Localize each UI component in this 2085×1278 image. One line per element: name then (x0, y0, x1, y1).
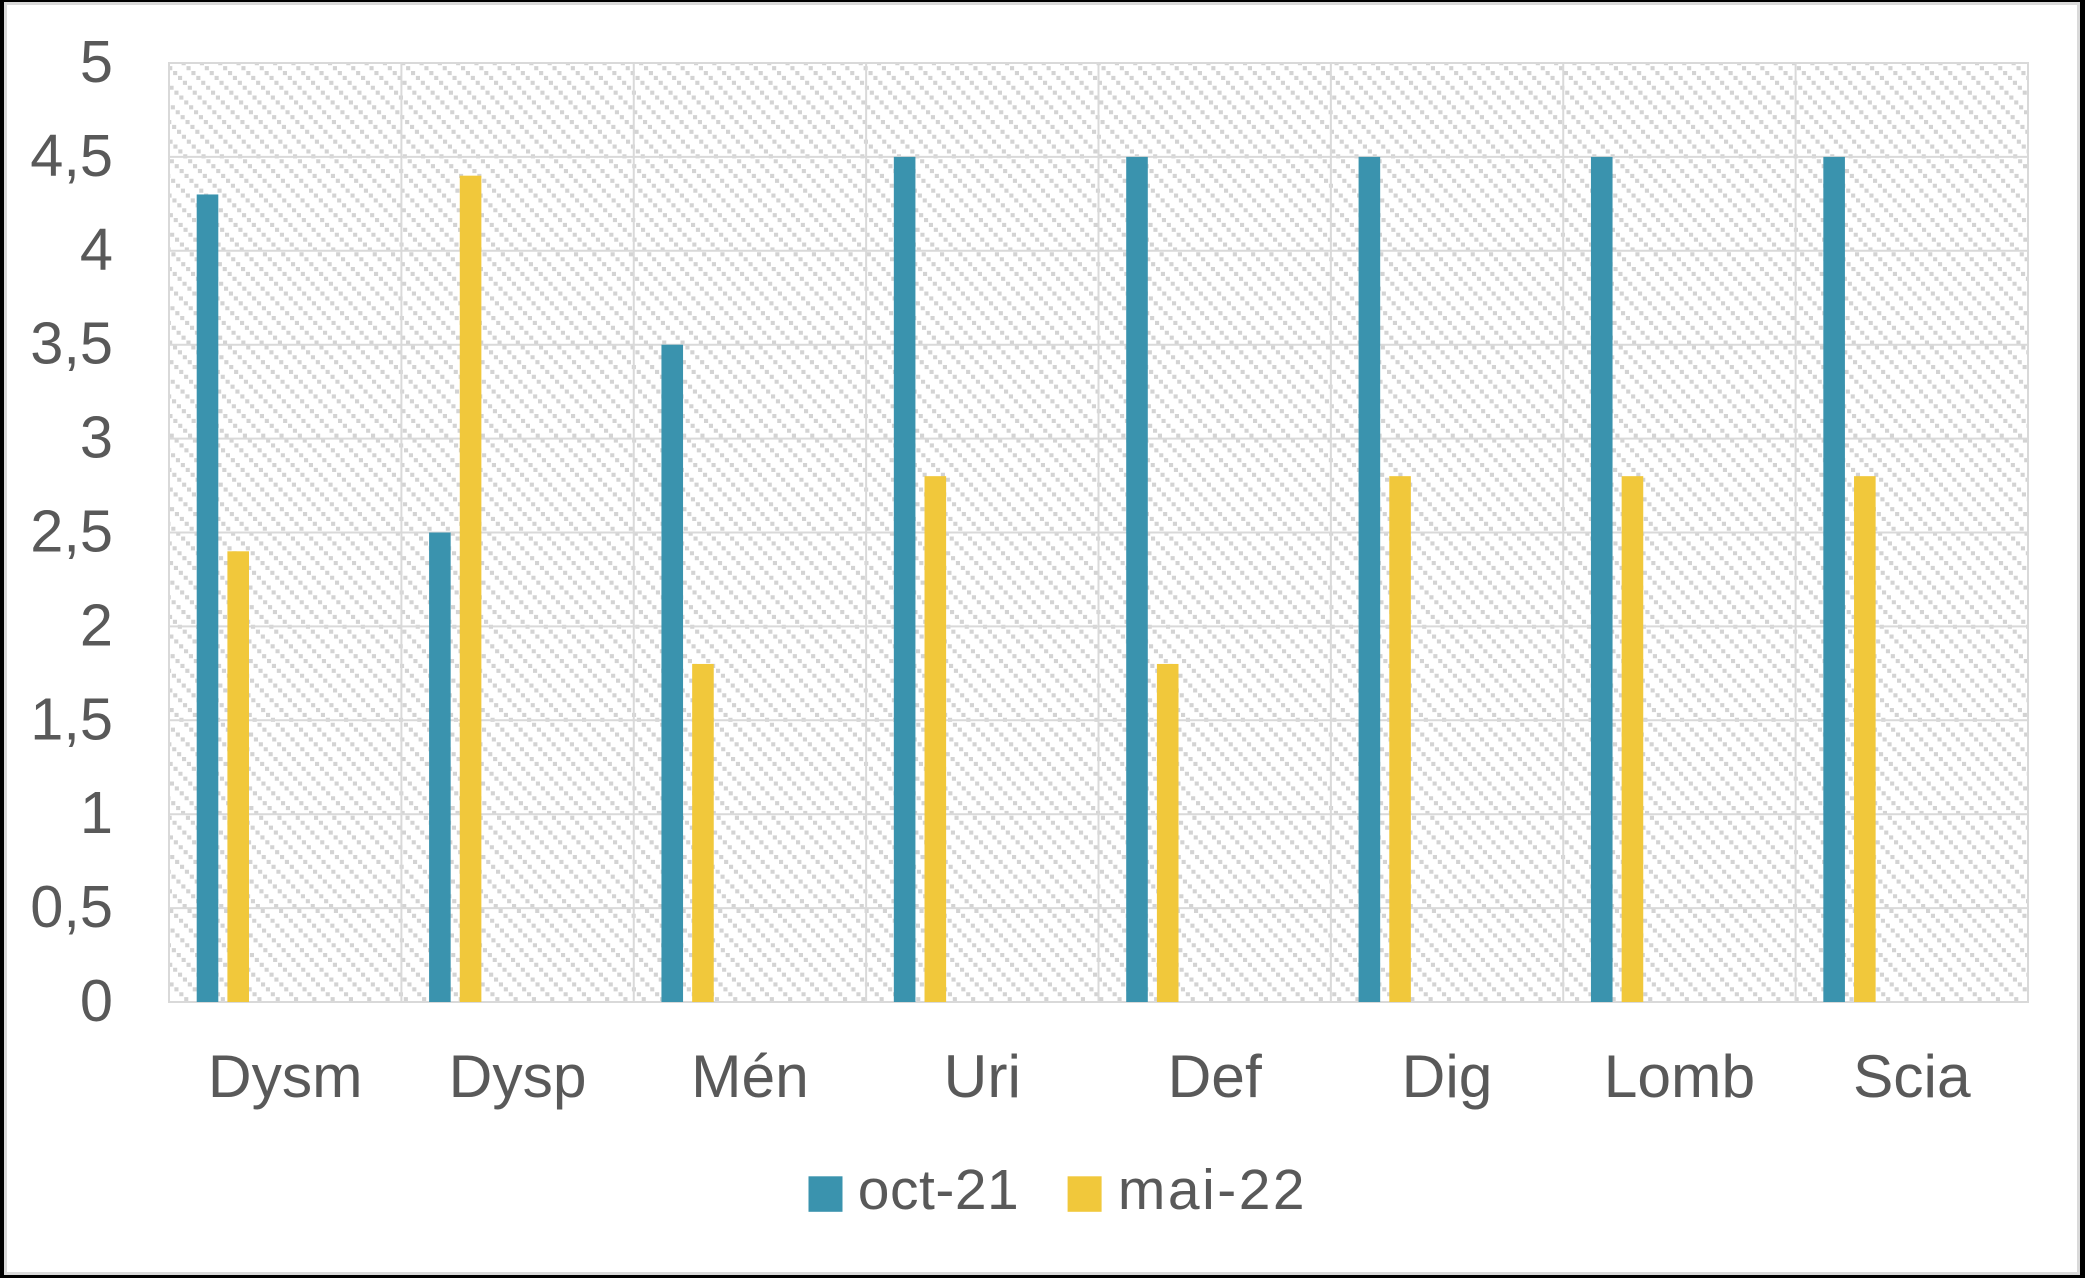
svg-text:4,5: 4,5 (30, 122, 113, 189)
svg-text:Dysm: Dysm (208, 1042, 363, 1110)
svg-text:Mén: Mén (691, 1042, 809, 1110)
svg-text:2,5: 2,5 (30, 498, 113, 565)
svg-text:Def: Def (1168, 1042, 1262, 1110)
svg-text:Dysp: Dysp (449, 1042, 587, 1110)
svg-text:Dig: Dig (1402, 1042, 1493, 1110)
svg-text:3,5: 3,5 (30, 310, 113, 377)
svg-text:oct-21: oct-21 (858, 1158, 1019, 1222)
svg-text:mai-22: mai-22 (1118, 1158, 1307, 1222)
svg-text:4: 4 (80, 216, 113, 283)
svg-text:5: 5 (80, 28, 113, 95)
svg-text:2: 2 (80, 591, 113, 658)
svg-text:Scia: Scia (1853, 1042, 1971, 1110)
svg-text:0: 0 (80, 967, 113, 1034)
svg-text:0,5: 0,5 (30, 873, 113, 940)
svg-text:1: 1 (80, 779, 113, 846)
svg-text:Uri: Uri (944, 1042, 1021, 1110)
svg-text:Lomb: Lomb (1604, 1042, 1755, 1110)
svg-text:1,5: 1,5 (30, 685, 113, 752)
svg-text:3: 3 (80, 404, 113, 471)
